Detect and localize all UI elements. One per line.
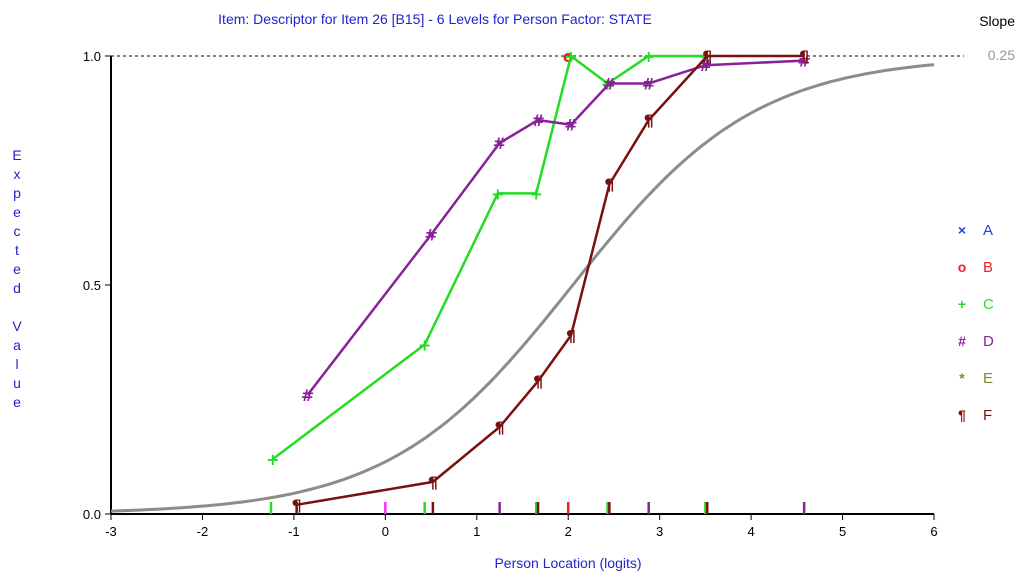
- series-group: o++++++++#########¶¶¶¶¶¶¶¶¶: [266, 47, 811, 515]
- data-point-F: ¶: [566, 326, 576, 345]
- data-point-D: #: [642, 74, 655, 93]
- y-axis-label-letter: V: [12, 318, 22, 334]
- legend-marker: +: [958, 296, 966, 312]
- series-line-D: [306, 59, 805, 396]
- data-point-C: +: [418, 336, 431, 355]
- y-axis-label-letter: u: [13, 375, 21, 391]
- x-tick-label: 4: [747, 524, 754, 539]
- x-tick-label: 2: [565, 524, 572, 539]
- legend-label: A: [983, 222, 993, 239]
- data-point-F: ¶: [604, 175, 614, 194]
- x-tick-label: 6: [930, 524, 937, 539]
- x-tick-label: 3: [656, 524, 663, 539]
- legend-marker: *: [959, 370, 965, 386]
- x-tick-label: 1: [473, 524, 480, 539]
- y-axis-label-letter: c: [14, 223, 21, 239]
- legend-marker: o: [958, 259, 967, 275]
- data-point-C: +: [266, 450, 279, 469]
- expected-value-curve: [110, 63, 935, 513]
- y-tick-label: 0.0: [83, 507, 101, 522]
- axes: -3 -2 -1 0 1 2 3 4 5 6 0.0 0.5 1.0: [83, 49, 938, 539]
- y-axis-label-letter: d: [13, 280, 21, 296]
- data-point-F: ¶: [702, 47, 712, 66]
- data-point-D: #: [603, 74, 616, 93]
- legend-label: B: [983, 259, 993, 276]
- series-line-C: [272, 53, 706, 460]
- data-point-F: ¶: [644, 111, 654, 130]
- chart-title: Item: Descriptor for Item 26 [B15] - 6 L…: [218, 11, 652, 27]
- data-point-D: #: [301, 386, 314, 405]
- slope-label: Slope: [979, 13, 1015, 29]
- y-axis-label-letter: e: [13, 394, 21, 410]
- x-tick-label: 5: [839, 524, 846, 539]
- legend-item-F: ¶ F: [958, 407, 992, 424]
- legend-marker: #: [958, 333, 966, 349]
- data-point-C: +: [642, 47, 655, 66]
- data-point-D: #: [493, 134, 506, 153]
- series-F: ¶¶¶¶¶¶¶¶¶: [292, 47, 810, 515]
- legend-item-C: + C: [958, 296, 994, 313]
- legend: × Ao B+ C# D* E¶ F: [958, 222, 994, 424]
- data-point-D: #: [564, 116, 577, 135]
- legend-item-A: × A: [958, 222, 993, 239]
- legend-item-D: # D: [958, 333, 994, 350]
- series-B: o: [563, 47, 574, 66]
- legend-label: C: [983, 296, 994, 313]
- y-axis-label-letter: p: [13, 185, 21, 201]
- y-axis-label-letter: t: [15, 242, 19, 258]
- data-point-F: ¶: [533, 372, 543, 391]
- x-tick-label: -3: [105, 524, 117, 539]
- x-tick-label: 0: [382, 524, 389, 539]
- data-point-C: +: [530, 184, 543, 203]
- y-axis-label-letter: e: [13, 261, 21, 277]
- y-axis-label-letter: E: [12, 147, 21, 163]
- y-axis-label-letter: a: [13, 337, 21, 353]
- x-tick-label: -2: [197, 524, 209, 539]
- series-D: #### ## ## #: [301, 52, 811, 405]
- legend-item-E: * E: [959, 370, 993, 387]
- expected-curve-group: [110, 63, 935, 513]
- y-tick-label: 1.0: [83, 49, 101, 64]
- series-line-F: [296, 54, 805, 507]
- data-point-C: +: [564, 47, 577, 66]
- data-point-F: ¶: [428, 473, 438, 492]
- legend-marker: ¶: [958, 407, 966, 423]
- data-point-D: #: [424, 226, 437, 245]
- x-axis-label: Person Location (logits): [494, 555, 641, 571]
- y-axis-label-letter: l: [15, 356, 18, 372]
- data-point-F: ¶: [799, 47, 809, 66]
- y-axis-label-letter: x: [14, 166, 21, 182]
- legend-marker: ×: [958, 222, 966, 238]
- y-axis-label-letter: e: [13, 204, 21, 220]
- data-point-F: ¶: [495, 418, 505, 437]
- x-tick-label: -1: [288, 524, 300, 539]
- rug-marks: [269, 502, 806, 514]
- data-point-D: #: [531, 111, 544, 130]
- y-tick-label: 0.5: [83, 278, 101, 293]
- legend-label: E: [983, 370, 993, 387]
- slope-value: 0.25: [988, 47, 1015, 63]
- legend-label: D: [983, 333, 994, 350]
- data-point-C: +: [491, 184, 504, 203]
- data-point-B: o: [563, 47, 574, 66]
- legend-label: F: [983, 407, 992, 424]
